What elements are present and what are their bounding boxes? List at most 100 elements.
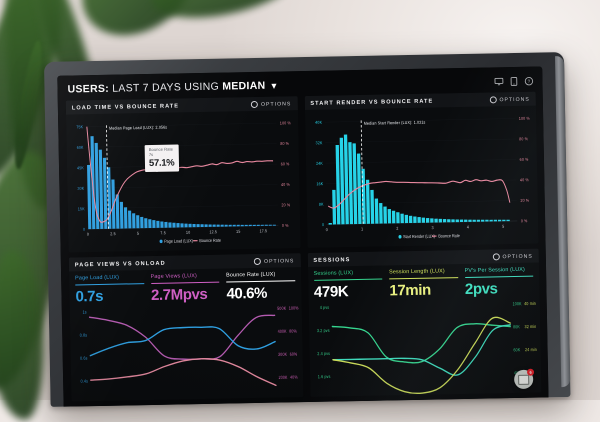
header-icon-group: ? <box>494 76 533 86</box>
svg-text:32K: 32K <box>315 140 322 146</box>
options-button[interactable]: OPTIONS <box>254 257 294 265</box>
kpi-label: Page Views (LUX) <box>151 273 220 284</box>
svg-text:100 %: 100 % <box>518 115 529 121</box>
kpi-value: 17min <box>389 281 458 299</box>
kpi-value: 479K <box>314 282 383 300</box>
kpi-label: Session Length (LUX) <box>389 268 458 279</box>
svg-text:500K: 500K <box>277 305 286 311</box>
kpi-page-views[interactable]: Page Views (LUX) 2.7Mpvs <box>151 273 220 304</box>
help-icon[interactable]: ? <box>524 76 533 85</box>
options-button[interactable]: OPTIONS <box>489 96 529 104</box>
svg-text:0: 0 <box>325 227 327 232</box>
svg-text:32 min: 32 min <box>524 323 536 329</box>
svg-text:60%: 60% <box>290 351 298 357</box>
svg-text:100K: 100K <box>512 300 521 306</box>
svg-text:4: 4 <box>466 224 469 229</box>
panel-title: SESSIONS <box>313 257 350 264</box>
svg-text:80%: 80% <box>289 328 297 334</box>
gear-icon <box>254 258 261 265</box>
title-metric: MEDIAN <box>222 80 265 93</box>
svg-text:10: 10 <box>186 229 190 234</box>
kpi-pvs-per-session[interactable]: PV's Per Session (LUX) 2pvs <box>465 267 534 298</box>
kpi-value: 0.7s <box>75 287 144 305</box>
panel-sessions: SESSIONS OPTIONS Sessions (LUX) 479K Ses… <box>307 249 541 397</box>
svg-text:8K: 8K <box>318 201 323 206</box>
svg-text:20 %: 20 % <box>281 202 290 208</box>
laptop-device: USERS: LAST 7 DAYS USING MEDIAN ▾ ? L <box>44 52 571 407</box>
options-button[interactable]: OPTIONS <box>492 253 532 261</box>
svg-text:1: 1 <box>361 226 363 231</box>
gear-icon <box>251 101 258 108</box>
svg-text:40%: 40% <box>290 374 298 380</box>
svg-text:1.6 pvs: 1.6 pvs <box>317 373 330 379</box>
svg-text:Median Page Load (LUX): 2.056s: Median Page Load (LUX): 2.056s <box>109 124 167 130</box>
svg-text:60K: 60K <box>513 346 520 352</box>
svg-text:100 %: 100 % <box>280 120 291 126</box>
svg-text:0: 0 <box>83 226 85 231</box>
svg-text:4 pvs: 4 pvs <box>319 304 328 310</box>
svg-text:40 min: 40 min <box>524 300 536 306</box>
chevron-down-icon[interactable]: ▾ <box>272 81 277 92</box>
laptop-screen: USERS: LAST 7 DAYS USING MEDIAN ▾ ? L <box>57 66 548 406</box>
svg-text:5: 5 <box>137 230 139 235</box>
svg-text:3.2 pvs: 3.2 pvs <box>316 327 329 333</box>
kpi-value: 2.7Mpvs <box>151 285 220 303</box>
page-title[interactable]: USERS: LAST 7 DAYS USING MEDIAN ▾ <box>67 80 276 96</box>
svg-text:3: 3 <box>431 225 433 230</box>
svg-text:80 %: 80 % <box>519 136 528 142</box>
svg-text:2.5: 2.5 <box>110 231 116 236</box>
svg-text:60 %: 60 % <box>281 161 290 167</box>
svg-text:Bounce Rate: Bounce Rate <box>438 233 460 239</box>
kpi-row: Page Load (LUX) 0.7s Page Views (LUX) 2.… <box>69 267 301 305</box>
title-prefix: USERS: <box>67 83 109 96</box>
svg-text:7.5: 7.5 <box>160 230 166 235</box>
svg-text:15: 15 <box>236 228 240 233</box>
kpi-value: 2pvs <box>465 279 534 297</box>
svg-text:2.4 pvs: 2.4 pvs <box>317 350 330 356</box>
svg-text:2: 2 <box>396 225 398 230</box>
chat-icon <box>518 374 529 384</box>
svg-text:30K: 30K <box>77 185 84 191</box>
options-label: OPTIONS <box>261 101 291 108</box>
chart-tooltip: Bounce Rate 7s 57.1% <box>145 144 180 171</box>
svg-text:Page Load (LUX): Page Load (LUX) <box>164 238 193 244</box>
desktop-icon[interactable] <box>494 77 503 86</box>
panel-page-views-vs-onload: PAGE VIEWS VS ONLOAD OPTIONS Page Load (… <box>69 253 303 401</box>
svg-text:Bounce Rate: Bounce Rate <box>199 237 221 243</box>
svg-text:16K: 16K <box>316 181 323 187</box>
svg-text:0.4s: 0.4s <box>81 378 89 384</box>
kpi-sessions[interactable]: Sessions (LUX) 479K <box>314 270 383 301</box>
gear-icon <box>489 96 496 103</box>
panel-title: LOAD TIME VS BOUNCE RATE <box>72 103 179 111</box>
svg-text:15K: 15K <box>78 206 85 212</box>
svg-text:40K: 40K <box>315 119 322 125</box>
gear-icon <box>492 253 499 260</box>
panel-title: PAGE VIEWS VS ONLOAD <box>75 260 166 268</box>
svg-text:60K: 60K <box>77 144 84 150</box>
panel-title: START RENDER VS BOUNCE RATE <box>310 98 433 106</box>
svg-text:400K: 400K <box>278 328 287 334</box>
svg-text:20 %: 20 % <box>520 197 529 203</box>
tooltip-value: 57.1% <box>149 157 175 168</box>
options-button[interactable]: OPTIONS <box>251 100 291 108</box>
svg-text:24K: 24K <box>315 160 322 166</box>
svg-text:Start Render (LUX): Start Render (LUX) <box>403 233 436 239</box>
kpi-session-length[interactable]: Session Length (LUX) 17min <box>389 268 458 299</box>
options-label: OPTIONS <box>502 253 532 260</box>
svg-text:1s: 1s <box>83 309 87 315</box>
kpi-bounce-rate[interactable]: Bounce Rate (LUX) 40.6% <box>226 271 295 302</box>
kpi-page-load[interactable]: Page Load (LUX) 0.7s <box>75 274 144 305</box>
svg-text:45K: 45K <box>77 165 84 171</box>
svg-text:24 min: 24 min <box>525 346 537 352</box>
kpi-label: Page Load (LUX) <box>75 274 144 285</box>
svg-text:100%: 100% <box>289 305 299 311</box>
chart-page-views[interactable]: 1s0.8s0.6s0.4s500K400K300K200K100%80%60%… <box>70 301 303 402</box>
tablet-icon[interactable] <box>509 76 518 85</box>
svg-text:75K: 75K <box>76 124 83 130</box>
